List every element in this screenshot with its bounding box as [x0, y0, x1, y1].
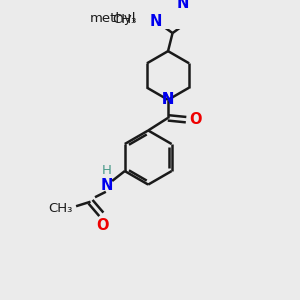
Text: O: O	[96, 218, 109, 233]
Text: N: N	[150, 14, 162, 29]
Text: N: N	[162, 92, 174, 107]
Text: N: N	[100, 178, 113, 193]
Text: methyl: methyl	[90, 12, 136, 25]
Text: N: N	[162, 92, 174, 107]
Text: O: O	[189, 112, 201, 127]
Text: N: N	[177, 0, 189, 11]
Text: CH₃: CH₃	[112, 13, 136, 26]
Text: H: H	[102, 164, 112, 177]
Text: CH₃: CH₃	[48, 202, 73, 215]
